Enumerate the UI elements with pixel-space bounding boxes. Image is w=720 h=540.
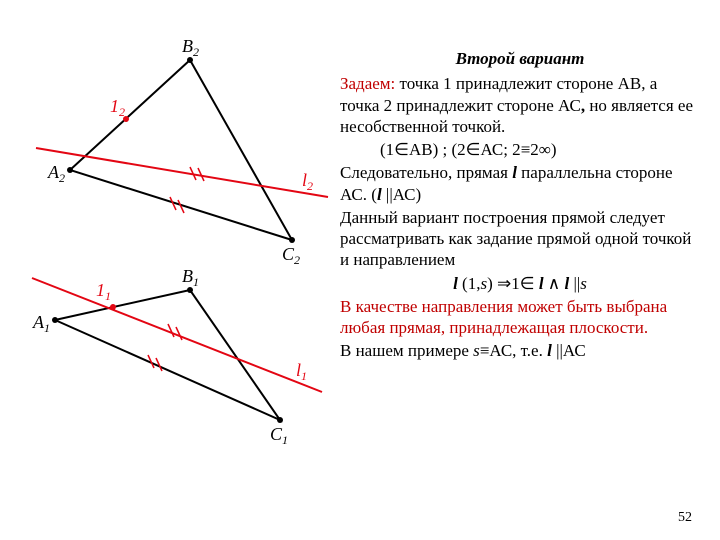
para-direction: В качестве направления может быть выбран… <box>340 296 700 339</box>
para-example: В нашем примере s≡АС, т.е. l ||АС <box>340 340 700 361</box>
label-A1: A1 <box>32 312 50 335</box>
label-C1: C1 <box>270 424 288 447</box>
eq2: l (1,s) ⇒1∈ l ∧ l ||s <box>340 273 700 294</box>
label-A2: A2 <box>47 162 65 185</box>
label-C2: C2 <box>282 244 300 267</box>
label-1-1: 11 <box>96 280 111 303</box>
para-given: Задаем: точка 1 принадлежит стороне АВ, … <box>340 73 700 137</box>
text-column: Второй вариант Задаем: точка 1 принадлеж… <box>340 0 720 540</box>
para-variant: Данный вариант построения прямой следует… <box>340 207 700 271</box>
label-l2: l2 <box>302 170 313 193</box>
title: Второй вариант <box>340 48 700 69</box>
label-1-2: 12 <box>110 96 125 119</box>
page-number: 52 <box>678 510 692 526</box>
figure-column: A2 B2 C2 12 l2 <box>0 0 340 540</box>
para-follow: Следовательно, прямая l параллельна стор… <box>340 162 700 205</box>
point-1-1 <box>110 304 116 310</box>
triangle-bottom: A1 B1 C1 11 l1 <box>32 266 322 447</box>
label-B2: B2 <box>182 36 199 59</box>
label-B1: B1 <box>182 266 199 289</box>
zadaem-label: Задаем: <box>340 74 395 93</box>
eq1: (1∈АВ) ; (2∈АС; 2≡2∞) <box>340 139 700 160</box>
triangle-top: A2 B2 C2 12 l2 <box>36 36 328 267</box>
geometry-figure: A2 B2 C2 12 l2 <box>0 0 340 460</box>
label-l1: l1 <box>296 360 307 383</box>
